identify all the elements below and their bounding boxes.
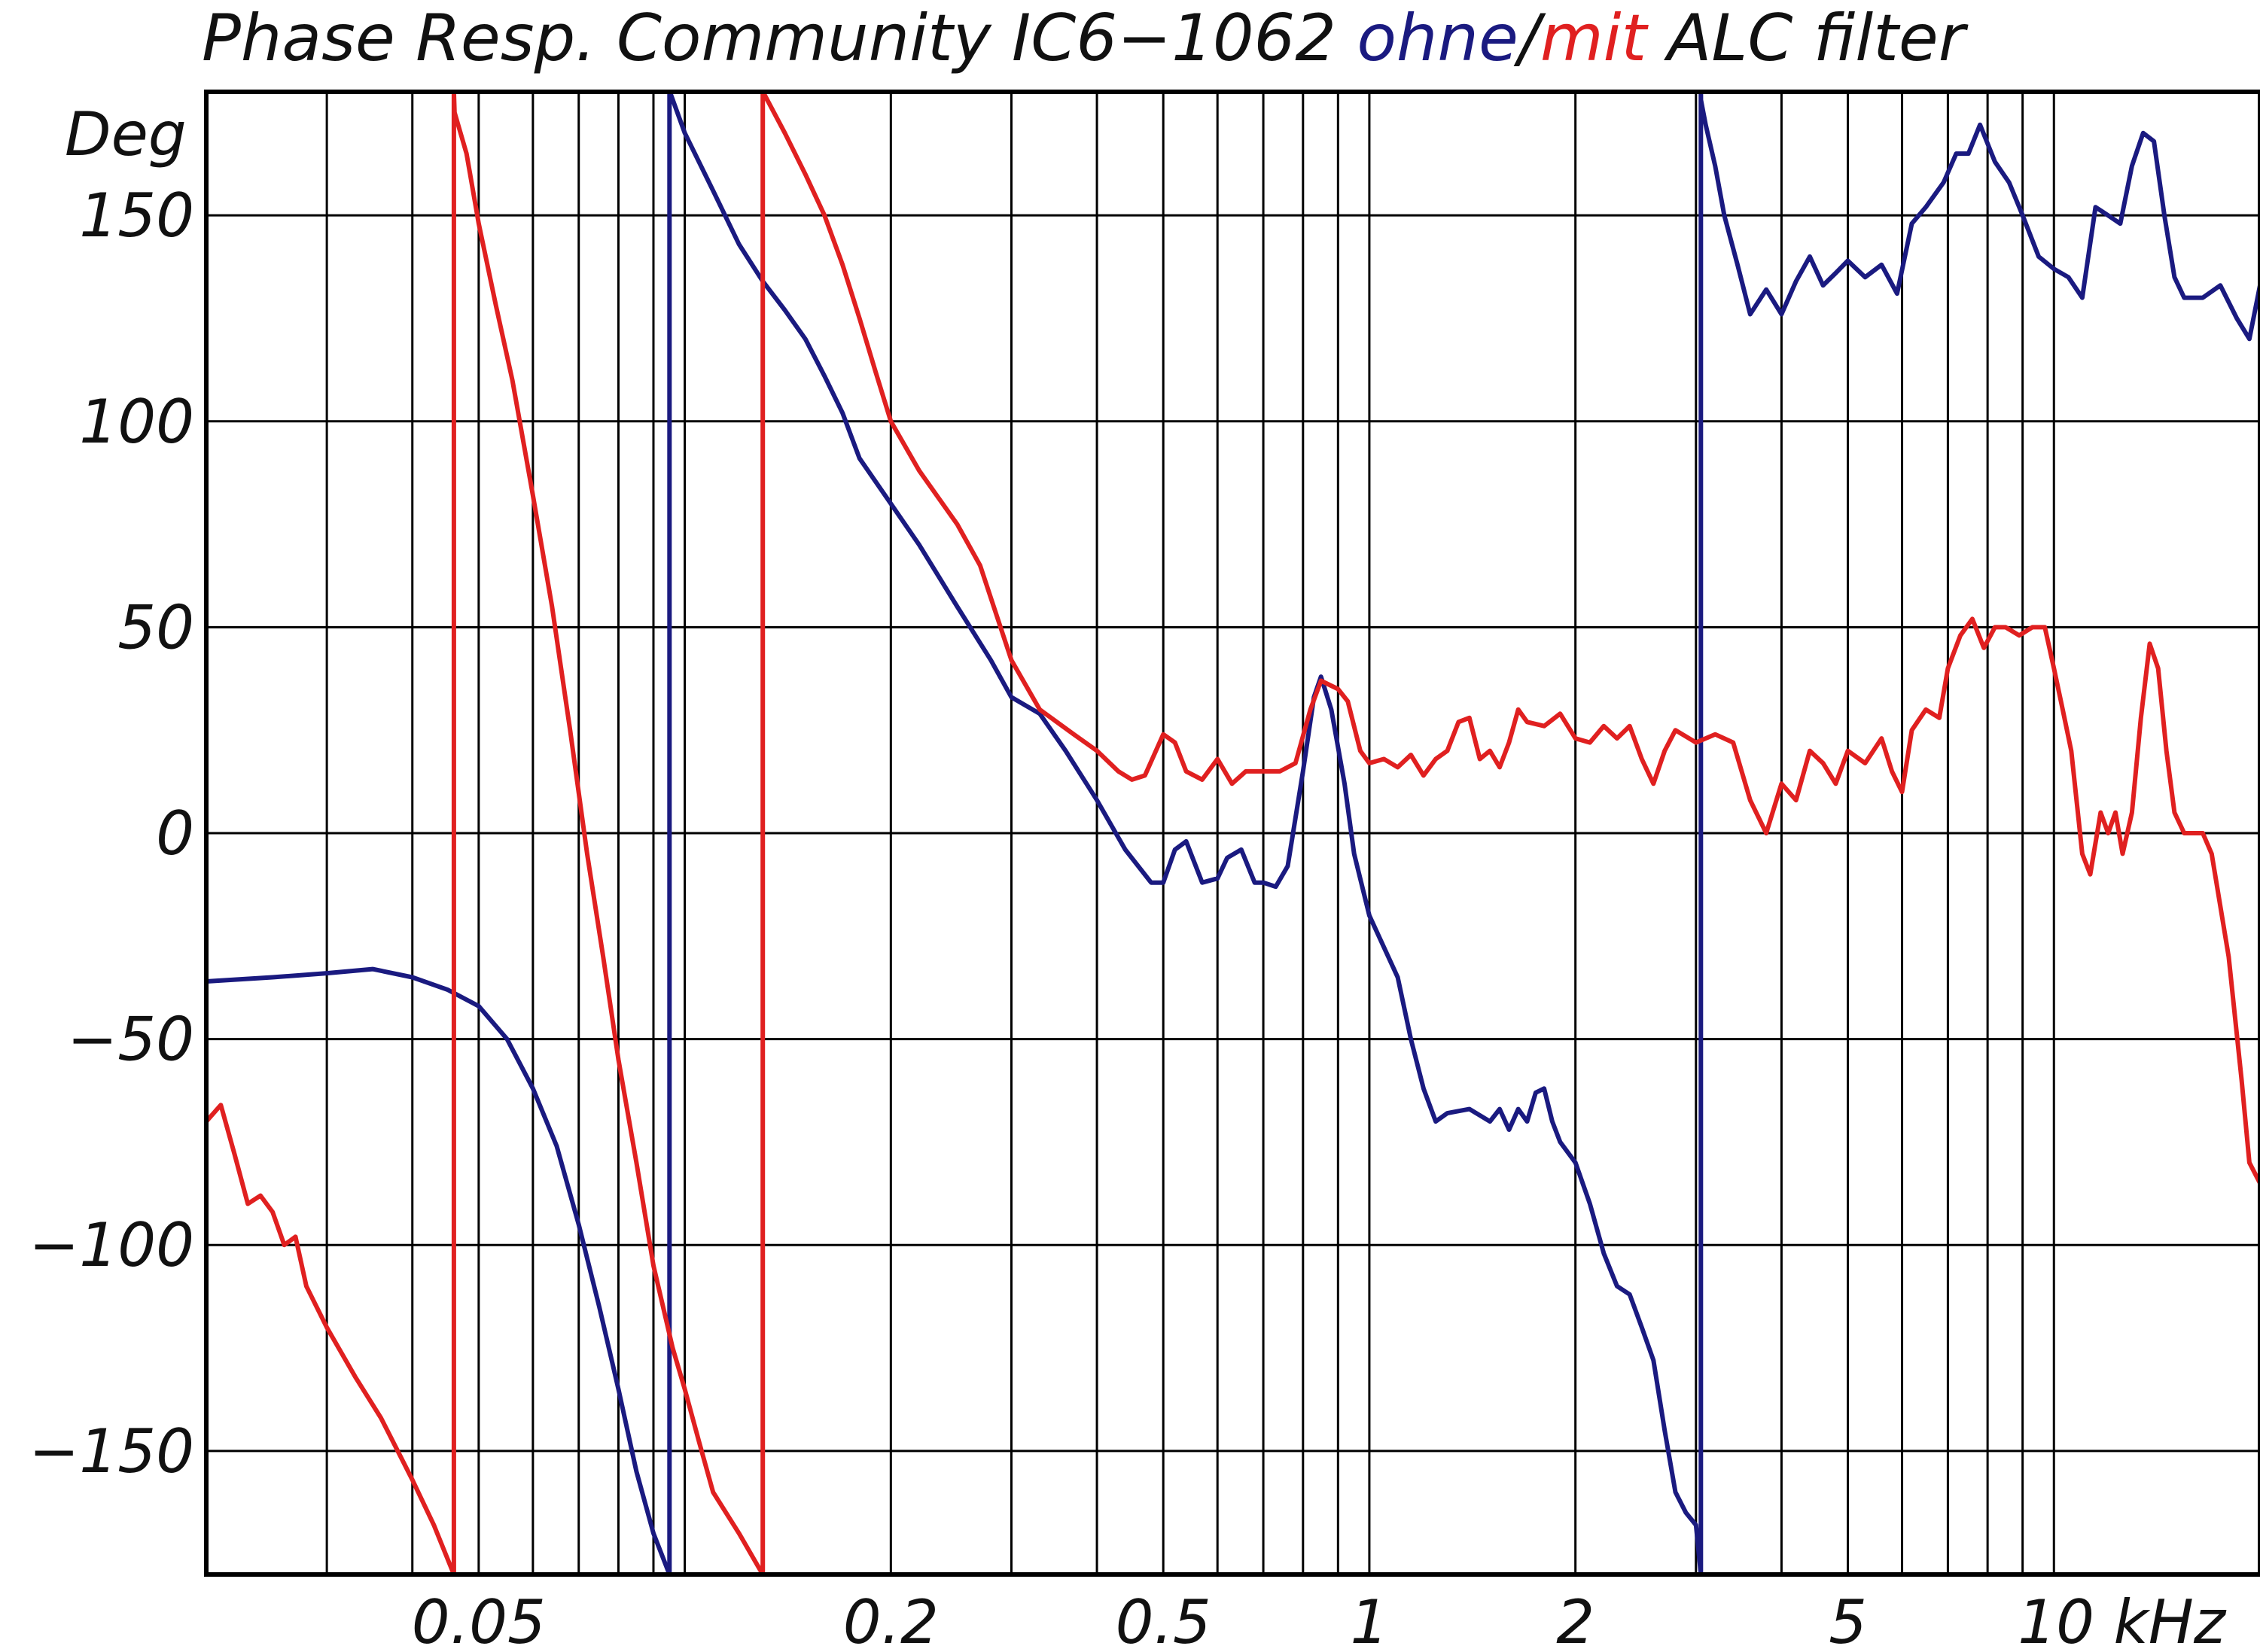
series-ohne (204, 90, 2260, 1577)
title-segment-1: ohne (1357, 1, 1518, 76)
y-tick-label-5: −100 (29, 1210, 194, 1280)
title-segment-0: Phase Resp. Community IC6−1062 (202, 1, 1357, 76)
y-tick-label-1: 100 (79, 387, 194, 457)
x-tick-label-5: 5 (1829, 1587, 1867, 1652)
x-tick-label-3: 1 (1350, 1587, 1388, 1652)
y-axis-label: Deg (65, 99, 187, 169)
chart-title: Phase Resp. Community IC6−1062 ohne/mit … (202, 1, 1969, 76)
title-segment-3: mit (1540, 1, 1649, 76)
y-tick-label-3: 0 (156, 799, 194, 869)
y-tick-label-0: 150 (79, 181, 194, 251)
x-tick-label-6: 10 kHz (2018, 1587, 2227, 1652)
x-tick-label-2: 0.5 (1116, 1587, 1211, 1652)
title-segment-4: ALC filter (1646, 1, 1969, 76)
series-layer (204, 90, 2260, 1577)
y-tick-label-4: −50 (67, 1005, 194, 1075)
x-tick-labels: 0.05 0.2 0.5 1 2 5 10 kHz (412, 1587, 2227, 1652)
y-tick-labels: 150 100 50 0 −50 −100 −150 (29, 181, 194, 1486)
x-tick-label-1: 0.2 (843, 1587, 939, 1652)
x-tick-label-0: 0.05 (412, 1587, 546, 1652)
x-tick-label-4: 2 (1556, 1587, 1594, 1652)
y-gridlines (206, 214, 2260, 1453)
series-mit (204, 90, 2260, 1577)
series-line-ohne (204, 90, 2260, 1577)
y-tick-label-2: 50 (117, 592, 194, 662)
plot-frame (204, 90, 2260, 1577)
series-line-mit (204, 90, 2260, 1577)
y-tick-label-6: −150 (29, 1416, 194, 1486)
